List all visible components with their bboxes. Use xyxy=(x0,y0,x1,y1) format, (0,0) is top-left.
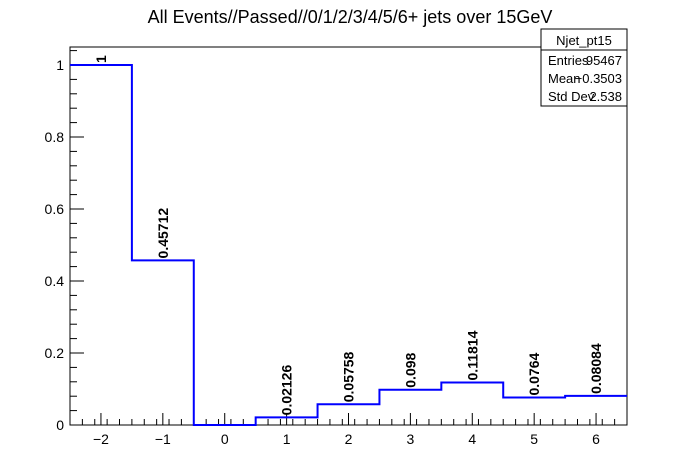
x-tick-label: 6 xyxy=(592,431,600,447)
stats-box-frame xyxy=(540,28,628,107)
x-tick-label: 2 xyxy=(345,431,353,447)
histogram-bars xyxy=(70,64,627,426)
y-tick-label: 0.2 xyxy=(45,345,65,361)
bin-value-label: 0.0764 xyxy=(526,352,542,395)
x-tick-label: −2 xyxy=(93,431,109,447)
stats-box: Njet_pt15 Entries 95467 Mean −0.3503 Std… xyxy=(540,28,628,107)
y-tick-label: 0.6 xyxy=(45,201,65,217)
bin-value-label: 0.02126 xyxy=(279,365,295,416)
x-tick-label: −1 xyxy=(155,431,171,447)
x-tick-label: 3 xyxy=(406,431,414,447)
y-tick-label: 0.4 xyxy=(45,273,65,289)
x-tick-label: 5 xyxy=(530,431,538,447)
chart-title: All Events//Passed//0/1/2/3/4/5/6+ jets … xyxy=(148,7,553,27)
y-tick-label: 1 xyxy=(56,57,64,73)
x-tick-label: 1 xyxy=(283,431,291,447)
x-tick-label: 4 xyxy=(468,431,476,447)
x-tick-label: 0 xyxy=(221,431,229,447)
bin-value-label: 0.08084 xyxy=(588,343,604,394)
y-tick-label: 0.8 xyxy=(45,129,65,145)
stats-stddev-value: 2.538 xyxy=(589,89,622,104)
stats-entries-label: Entries xyxy=(548,53,589,68)
bin-value-label: 0.098 xyxy=(402,352,418,387)
stats-stddev-label: Std Dev xyxy=(548,89,595,104)
y-tick-label: 0 xyxy=(56,417,64,433)
stats-mean-value: −0.3503 xyxy=(575,71,622,86)
stats-name: Njet_pt15 xyxy=(556,33,612,48)
histogram-outline xyxy=(70,64,627,426)
bin-value-label: 0.11814 xyxy=(464,330,480,380)
stats-entries-value: 95467 xyxy=(586,53,622,68)
bin-value-label: 1 xyxy=(93,55,109,63)
axes: 0 0.2 0.4 0.6 0.8 1 −2 −1 0 1 2 3 4 5 6 xyxy=(45,50,628,447)
bin-value-label: 0.05758 xyxy=(341,351,357,402)
stats-mean-label: Mean xyxy=(548,71,581,86)
bin-value-label: 0.45712 xyxy=(155,208,171,259)
bin-value-labels: 1 0.45712 0.02126 0.05758 0.098 0.11814 0.0764… xyxy=(93,55,604,415)
